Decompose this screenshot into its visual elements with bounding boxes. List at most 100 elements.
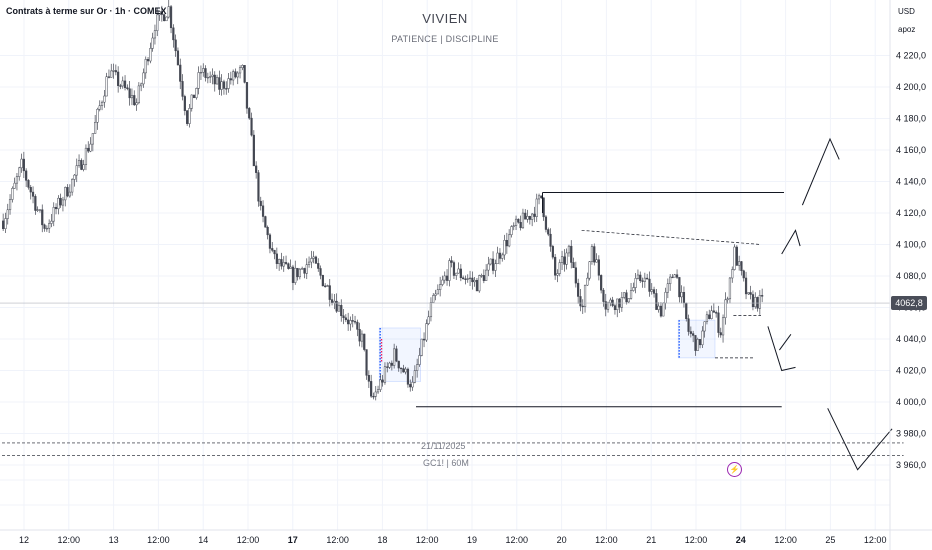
candle-body: [41, 209, 44, 226]
symbol-title[interactable]: Contrats à terme sur Or · 1h · COMEX: [6, 6, 167, 16]
candle-body: [268, 234, 272, 249]
candle-body: [84, 147, 88, 165]
candle-body: [64, 187, 67, 201]
candle-body: [731, 269, 734, 279]
candle-body: [215, 77, 219, 85]
candle-body: [404, 368, 407, 373]
candle-body: [434, 293, 437, 296]
x-tick-label: 24: [736, 535, 746, 545]
candle-body: [275, 253, 278, 264]
candle-body: [71, 179, 74, 193]
candle-body: [383, 366, 387, 383]
candle-body: [89, 143, 92, 152]
candle-body: [6, 209, 9, 219]
candle-body: [452, 262, 456, 276]
candle-body: [448, 260, 451, 281]
candle-body: [749, 292, 752, 295]
candle-body: [158, 11, 161, 16]
candle-body: [441, 279, 444, 285]
y-tick-label: 4 160,0: [896, 145, 926, 155]
lower-scenario-arrow: [767, 326, 796, 372]
candle-body: [27, 180, 30, 188]
candle-body: [98, 105, 101, 110]
candle-body: [105, 76, 108, 97]
candle-body: [524, 212, 527, 220]
candle-body: [31, 191, 35, 197]
candle-body: [250, 117, 253, 136]
chart-drawings: [0, 137, 904, 471]
candle-body: [694, 335, 697, 351]
candle-body: [735, 246, 738, 266]
candle-body: [218, 77, 221, 90]
candle-body: [172, 27, 175, 41]
candle-body: [443, 275, 446, 281]
candle-body: [701, 330, 704, 346]
candle-body: [342, 315, 345, 319]
candle-body: [517, 218, 520, 223]
candle-body: [579, 296, 582, 307]
candle-body: [698, 339, 702, 346]
candle-body: [61, 199, 65, 206]
candle-body: [590, 246, 594, 262]
candle-body: [537, 195, 541, 200]
time-axis[interactable]: 12 12:00 13 12:00 14 12:00 17 12:00 18 12:00 19 12:…: [19, 535, 886, 545]
candle-body: [36, 209, 39, 211]
candle-body: [386, 366, 389, 368]
currency-label[interactable]: USD: [898, 7, 915, 16]
candle-body: [50, 220, 53, 224]
bolt-icon[interactable]: ⚡: [727, 462, 742, 477]
candle-body: [464, 278, 467, 280]
candle-body: [508, 234, 511, 247]
candle-body: [563, 256, 566, 265]
candle-body: [181, 81, 184, 97]
candle-body: [466, 278, 469, 280]
candle-body: [317, 263, 320, 269]
deep-scenario-arrow: [827, 408, 893, 471]
candle-body: [199, 71, 203, 74]
candle-body: [675, 274, 679, 278]
candle-body: [310, 258, 313, 263]
candle-body: [480, 275, 483, 277]
candle-body: [473, 279, 476, 283]
candle-body: [245, 82, 249, 109]
candle-body: [312, 256, 315, 259]
candle-body: [445, 275, 449, 281]
descending-dashed-resistance: [581, 229, 762, 245]
y-tick-label: 4 200,0: [896, 82, 926, 92]
candle-body: [597, 259, 600, 276]
candle-body: [533, 213, 536, 217]
candle-body: [565, 252, 568, 265]
candle-body: [38, 209, 42, 211]
candle-body: [117, 71, 120, 86]
candle-body: [413, 370, 416, 383]
candle-body: [457, 268, 460, 274]
candle-body: [20, 158, 23, 169]
candle-body: [48, 223, 51, 229]
candle-body: [379, 379, 382, 390]
y-tick-label: 4 080,0: [896, 271, 926, 281]
candle-body: [627, 298, 630, 303]
candle-body: [188, 108, 191, 124]
candle-body: [13, 182, 16, 189]
x-tick-label: 12:00: [864, 535, 887, 545]
candle-body: [602, 289, 605, 302]
candle-body: [487, 263, 490, 271]
candle-body: [625, 292, 628, 303]
scale-mode-label[interactable]: apoz: [898, 25, 916, 34]
candle-body: [305, 264, 308, 274]
candle-body: [620, 297, 623, 308]
candle-body: [409, 384, 412, 388]
candle-body: [11, 188, 14, 200]
candle-body: [659, 305, 663, 317]
candle-body: [429, 302, 433, 318]
x-tick-label: 14: [198, 535, 208, 545]
x-tick-label: 12:00: [506, 535, 529, 545]
candle-body: [751, 294, 755, 308]
candle-body: [271, 248, 274, 251]
candle-body: [284, 262, 288, 264]
upper-scenario-arrow: [801, 137, 840, 206]
candle-body: [73, 174, 76, 180]
candle-body: [248, 108, 251, 119]
candle-body: [459, 268, 462, 278]
